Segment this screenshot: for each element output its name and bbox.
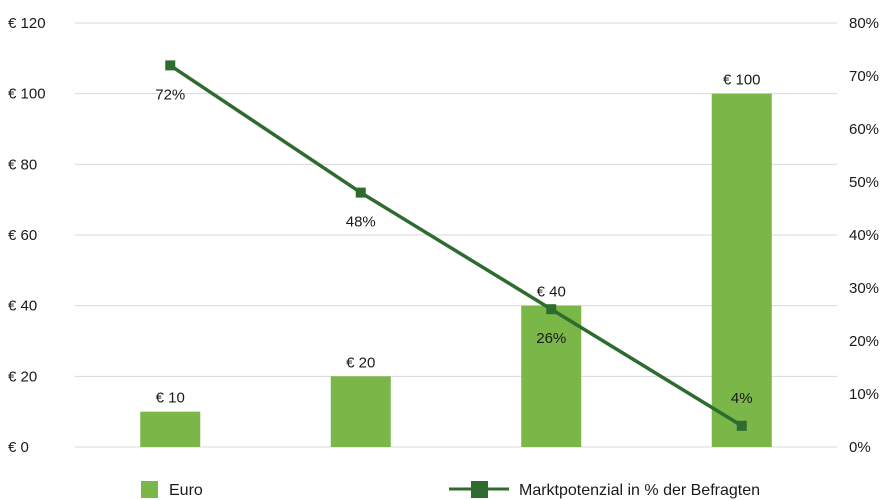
- left-tick-label: € 0: [8, 439, 29, 456]
- line-series: [165, 60, 747, 431]
- bar-data-label: € 40: [537, 284, 566, 301]
- left-tick-label: € 100: [8, 86, 46, 103]
- right-y-axis: 0% 10% 20% 30% 40% 50% 60% 70% 80%: [849, 15, 879, 456]
- right-tick-label: 30%: [849, 280, 879, 297]
- legend-line-marker: [471, 481, 488, 498]
- right-tick-label: 60%: [849, 121, 879, 138]
- legend-label-euro: Euro: [169, 482, 203, 499]
- bar: [521, 305, 582, 447]
- bar-data-label: € 100: [723, 72, 761, 89]
- legend: Euro Marktpotenzial in % der Befragten: [141, 481, 760, 499]
- line-data-label: 4%: [731, 390, 753, 407]
- left-y-axis: € 0 € 20 € 40 € 60 € 80 € 100 € 120: [8, 15, 46, 456]
- line-data-label: 26%: [536, 330, 566, 347]
- legend-item-euro: Euro: [141, 481, 203, 499]
- bar-data-label: € 20: [346, 354, 375, 371]
- legend-label-marktpotenzial: Marktpotenzial in % der Befragten: [519, 482, 760, 499]
- bar-data-labels: € 10 € 20 € 40 € 100: [156, 72, 761, 407]
- line-data-labels: 72% 48% 26% 4%: [155, 86, 752, 406]
- bar: [330, 376, 391, 447]
- bar: [711, 93, 772, 448]
- line-data-label: 72%: [155, 86, 185, 103]
- line-point-marker: [165, 60, 176, 71]
- left-tick-label: € 80: [8, 156, 37, 173]
- right-tick-label: 10%: [849, 386, 879, 403]
- legend-item-marktpotenzial: Marktpotenzial in % der Befragten: [449, 481, 760, 499]
- line-point-marker: [736, 420, 747, 431]
- left-tick-label: € 20: [8, 368, 37, 385]
- left-tick-label: € 60: [8, 227, 37, 244]
- legend-bar-swatch: [141, 481, 158, 498]
- line-point-marker: [546, 304, 557, 315]
- bar-data-label: € 10: [156, 390, 185, 407]
- bar-series: [140, 93, 772, 448]
- right-tick-label: 20%: [849, 333, 879, 350]
- gridlines: [75, 22, 837, 448]
- right-tick-label: 80%: [849, 15, 879, 32]
- series-line: [169, 63, 743, 428]
- right-tick-label: 40%: [849, 227, 879, 244]
- right-tick-label: 0%: [849, 439, 871, 456]
- line-data-label: 48%: [346, 214, 376, 231]
- right-tick-label: 50%: [849, 174, 879, 191]
- left-tick-label: € 120: [8, 15, 46, 32]
- left-tick-label: € 40: [8, 298, 37, 315]
- bar: [140, 411, 201, 447]
- line-point-marker: [355, 187, 366, 198]
- right-tick-label: 70%: [849, 68, 879, 85]
